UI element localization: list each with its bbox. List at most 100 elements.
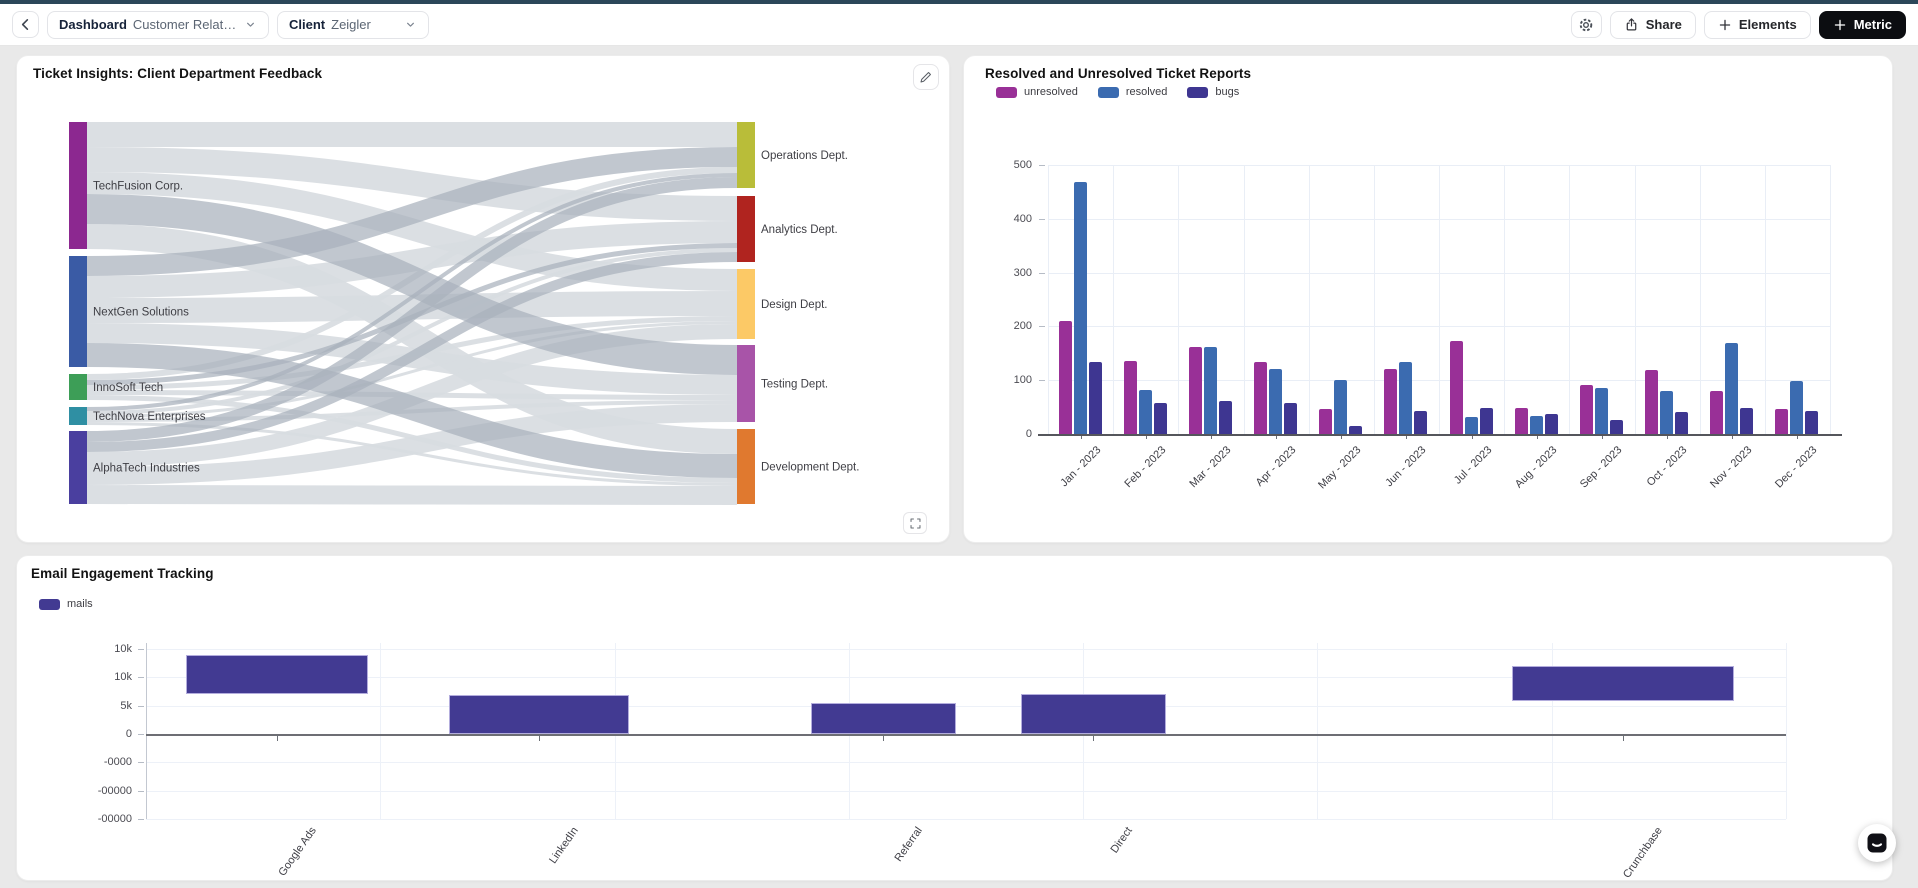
y-axis-label: -0000 (103, 756, 132, 769)
elements-button[interactable]: Elements (1703, 10, 1811, 39)
y-axis-label: -00000 (97, 784, 132, 797)
sankey-chart: TechFusion Corp. NextGen Solutions InnoSof… (17, 56, 949, 542)
back-button[interactable] (12, 11, 39, 38)
bar-bugs[interactable] (1088, 361, 1102, 434)
client-select[interactable]: Client Zeigler (277, 10, 429, 39)
bar-bugs[interactable] (1479, 408, 1493, 434)
expand-icon (910, 518, 920, 528)
share-button[interactable]: Share (1609, 10, 1696, 39)
sankey-node[interactable] (69, 374, 87, 400)
bar-resolved[interactable] (1203, 347, 1217, 434)
bar-resolved[interactable] (1269, 368, 1283, 434)
gridline-h (146, 819, 1786, 821)
edit-widget-button[interactable] (913, 64, 939, 90)
legend-item[interactable]: mails (39, 598, 93, 610)
metric-button[interactable]: Metric (1818, 10, 1906, 39)
bar-unresolved[interactable] (1710, 390, 1724, 434)
sankey-node[interactable] (737, 196, 755, 262)
x-axis-label: Jan - 2023 (1057, 444, 1104, 490)
bar-bugs[interactable] (1675, 412, 1689, 434)
panel-title: Email Engagement Tracking (31, 566, 214, 581)
bar-resolved[interactable] (1790, 380, 1804, 434)
sankey-node[interactable] (69, 431, 87, 504)
x-tick (1080, 434, 1082, 439)
bar-resolved[interactable] (1399, 362, 1413, 434)
bar-unresolved[interactable] (1319, 409, 1333, 434)
bar-resolved[interactable] (1725, 342, 1739, 434)
bar-unresolved[interactable] (1775, 409, 1789, 434)
sankey-node[interactable] (69, 256, 87, 367)
legend-item[interactable]: resolved (1097, 86, 1167, 98)
bar-bugs[interactable] (1414, 411, 1428, 434)
dashboard-select[interactable]: Dashboard Customer Relations M... (47, 10, 269, 39)
bar-bugs[interactable] (1218, 401, 1232, 434)
bar-resolved[interactable] (1334, 380, 1348, 434)
x-tick (883, 735, 884, 742)
bar-unresolved[interactable] (1188, 346, 1202, 434)
pencil-icon (920, 72, 931, 83)
sankey-node[interactable] (69, 407, 87, 425)
bar-unresolved[interactable] (1514, 408, 1528, 434)
bar-mails[interactable] (449, 695, 629, 735)
bar-resolved[interactable] (1660, 390, 1674, 434)
plus-icon (1834, 19, 1845, 30)
panel-ticket-reports: Resolved and Unresolved Ticket Reports u… (963, 55, 1893, 543)
y-tick (138, 649, 144, 650)
gridline-v (1569, 165, 1571, 434)
x-axis-label: Referral (892, 825, 925, 865)
bar-mails[interactable] (810, 702, 956, 735)
sankey-link (86, 224, 738, 454)
legend-swatch (39, 598, 60, 610)
bar-resolved[interactable] (1529, 415, 1543, 434)
bar-unresolved[interactable] (1645, 369, 1659, 434)
chat-bubble-icon (1867, 833, 1887, 853)
bar-bugs[interactable] (1740, 408, 1754, 434)
chat-launcher-button[interactable] (1858, 824, 1896, 862)
x-tick (1406, 434, 1408, 439)
bar-resolved[interactable] (1138, 390, 1152, 434)
bar-resolved[interactable] (1464, 417, 1478, 434)
legend-item[interactable]: bugs (1187, 86, 1239, 98)
y-tick (1039, 272, 1045, 274)
bar-mails[interactable] (1512, 666, 1734, 701)
bar-unresolved[interactable] (1384, 369, 1398, 434)
sankey-node-label: Operations Dept. (761, 150, 848, 162)
gridline-v (1786, 643, 1787, 820)
bar-bugs[interactable] (1153, 402, 1167, 434)
panel-title: Ticket Insights: Client Department Feedb… (33, 66, 323, 81)
legend-swatch (1097, 86, 1119, 98)
legend-email: mails (39, 598, 93, 610)
x-tick (1797, 434, 1799, 439)
bar-bugs[interactable] (1805, 411, 1819, 434)
sankey-node[interactable] (737, 122, 755, 188)
bar-resolved[interactable] (1073, 182, 1087, 434)
y-axis-label: 0 (125, 728, 132, 741)
bar-unresolved[interactable] (1058, 321, 1072, 434)
bar-unresolved[interactable] (1449, 341, 1463, 434)
bar-bugs[interactable] (1284, 403, 1298, 434)
legend-swatch (996, 86, 1017, 98)
bar-unresolved[interactable] (1123, 360, 1137, 434)
bar-unresolved[interactable] (1254, 362, 1268, 434)
bar-mails[interactable] (1020, 693, 1166, 735)
gridline-v (1178, 165, 1180, 434)
bar-unresolved[interactable] (1579, 384, 1593, 434)
x-axis-label: Apr - 2023 (1253, 444, 1299, 489)
gridline-v (1308, 165, 1310, 434)
legend-item[interactable]: unresolved (996, 86, 1078, 98)
bar-bugs[interactable] (1544, 414, 1558, 434)
fullscreen-button[interactable] (903, 512, 927, 534)
sankey-node[interactable] (737, 269, 755, 339)
gridline-v (1634, 165, 1636, 434)
bar-bugs[interactable] (1609, 420, 1623, 434)
sankey-node[interactable] (737, 345, 755, 422)
sankey-node[interactable] (69, 122, 87, 249)
bar-mails[interactable] (186, 655, 368, 695)
bar-bugs[interactable] (1349, 425, 1363, 434)
bar-resolved[interactable] (1594, 388, 1608, 434)
settings-button[interactable] (1570, 11, 1602, 38)
sankey-link (86, 252, 738, 452)
sankey-node[interactable] (737, 429, 755, 504)
panel-email-tracking: Email Engagement Tracking mails 10k 10k 5k… (16, 555, 1893, 881)
sankey-node-label: TechNova Enterprises (93, 411, 206, 423)
